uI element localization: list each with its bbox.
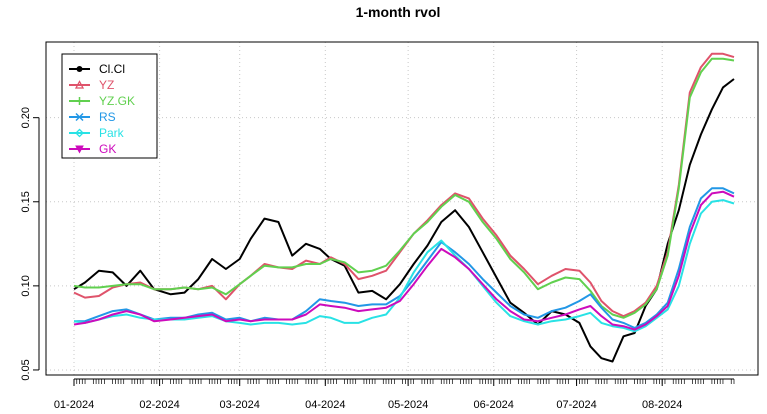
- x-tick-label-4: 05-2024: [388, 399, 428, 411]
- legend-label-yz: YZ: [99, 78, 114, 92]
- series-lines: [73, 52, 735, 363]
- legend-marker-cl-cl: [76, 66, 83, 72]
- legend-marker-park: [75, 128, 84, 138]
- legend-label-rs: RS: [99, 110, 116, 124]
- series-line-cl-cl: [73, 78, 735, 363]
- series-line-gk: [73, 190, 735, 331]
- x-tick-label-0: 01-2024: [54, 399, 94, 411]
- y-tick-label-1: 0.10: [20, 275, 32, 296]
- x-tick-label-3: 04-2024: [305, 399, 345, 411]
- y-tick-label-0: 0.05: [20, 359, 32, 380]
- legend-marker-gk: [75, 145, 84, 154]
- legend-label-yz-gk: YZ.GK: [99, 94, 135, 108]
- x-tick-label-7: 08-2024: [642, 399, 682, 411]
- series-line-rs: [74, 187, 735, 329]
- chart-title: 1-month rvol: [356, 4, 441, 20]
- legend-label-cl-cl: Cl.Cl: [99, 62, 125, 76]
- legend-label-park: Park: [99, 126, 125, 140]
- x-tick-label-1: 02-2024: [139, 399, 179, 411]
- legend-label-gk: GK: [99, 142, 116, 156]
- x-tick-label-5: 06-2024: [474, 399, 514, 411]
- series-line-park: [73, 199, 735, 333]
- y-tick-label-3: 0.20: [20, 107, 32, 128]
- x-tick-label-6: 07-2024: [556, 399, 596, 411]
- series-line-yz-gk: [73, 57, 735, 319]
- legend: Cl.Cl YZ YZ.GK RS Park GK: [61, 53, 158, 159]
- legend-marker-yz-gk: [75, 97, 84, 105]
- legend-marker-yz: [74, 80, 85, 89]
- axes: 01-2024 02-2024 03-2024 04-2024 05-2024 06-20…: [20, 107, 735, 411]
- plot-frame: [45, 41, 759, 376]
- x-tick-label-2: 03-2024: [220, 399, 260, 411]
- y-tick-label-2: 0.15: [20, 191, 32, 212]
- legend-marker-rs: [75, 112, 84, 122]
- grid: [46, 42, 758, 375]
